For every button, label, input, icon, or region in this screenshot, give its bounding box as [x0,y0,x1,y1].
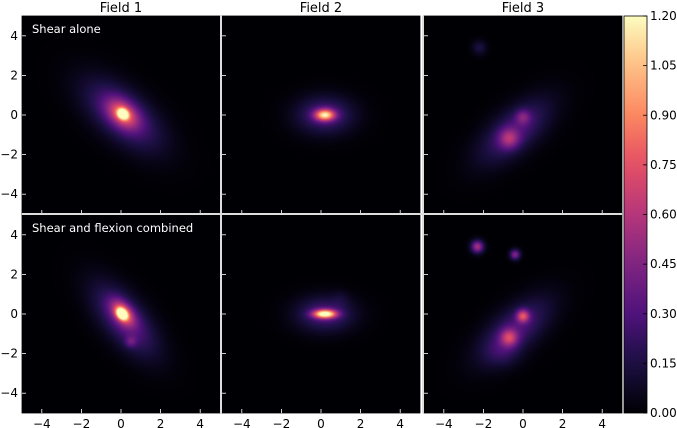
x-axes: −4 −2 0 2 4 −4 −2 0 2 4 −4 −2 0 2 4 [33,417,606,428]
y-tick-label: −2 [0,347,18,361]
y-tick-label: 2 [10,267,18,281]
y-tick-label: 4 [10,228,18,242]
y-tick-label: −4 [0,187,18,201]
column-title: Field 2 [300,1,342,16]
heatmap-image [424,16,622,214]
colorbar-tick-label: 0.00 [650,406,677,420]
colorbar-tick-label: 0.45 [650,257,677,271]
colorbar: 1.20 1.05 0.90 0.75 0.60 0.45 0.30 0.15 0.00 [623,9,677,420]
heatmap-image [222,215,420,413]
heatmap-image [424,215,622,413]
column-title: Field 1 [100,1,142,16]
x-tick-label: 4 [196,417,204,428]
row-annotation: Shear and flexion combined [32,221,193,235]
x-tick-label: −2 [73,417,91,428]
heatmap-panel-r1-c2 [423,214,623,414]
heatmap-image [222,16,420,214]
x-tick-label: 0 [117,417,125,428]
column-titles: Field 1 Field 2 Field 3 [100,1,544,16]
colorbar-tick-label: 0.90 [650,108,677,122]
panel-grid: Shear alone Shear and flexion combined [21,15,623,414]
y-tick-label: 2 [10,68,18,82]
heatmap-panel-r1-c1 [221,214,421,414]
heatmap-panel-r0-c2 [423,15,623,215]
y-axes: 4 2 0 −2 −4 4 2 0 −2 −4 [0,29,18,400]
colorbar-tick-label: 1.20 [650,9,677,23]
colorbar-tick-label: 0.15 [650,356,677,370]
y-tick-label: −4 [0,386,18,400]
row-annotation: Shear alone [32,22,101,36]
x-tick-label: 4 [598,417,606,428]
colorbar-tick-label: 1.05 [650,59,677,73]
y-tick-label: 0 [10,108,18,122]
y-tick-label: −2 [0,148,18,162]
colorbar-tick-label: 0.30 [650,307,677,321]
x-tick-label: −4 [33,417,51,428]
heatmap-panel-r0-c0 [21,15,221,215]
x-tick-label: 2 [357,417,365,428]
x-tick-label: −4 [233,417,251,428]
x-tick-label: 0 [317,417,325,428]
heatmap-panel-r1-c0 [21,214,221,414]
heatmap-image [22,215,220,413]
heatmap-panel-r0-c1 [221,15,421,215]
heatmap-image [22,16,220,214]
colorbar-tick-label: 0.75 [650,158,677,172]
x-tick-label: −4 [435,417,453,428]
x-tick-label: −2 [475,417,493,428]
x-tick-label: 4 [396,417,404,428]
y-tick-label: 4 [10,29,18,43]
x-tick-label: 2 [157,417,165,428]
column-title: Field 3 [502,1,544,16]
y-tick-label: 0 [10,307,18,321]
x-tick-label: 2 [559,417,567,428]
colorbar-tick-label: 0.60 [650,208,677,222]
x-tick-label: −2 [273,417,291,428]
x-tick-label: 0 [519,417,527,428]
